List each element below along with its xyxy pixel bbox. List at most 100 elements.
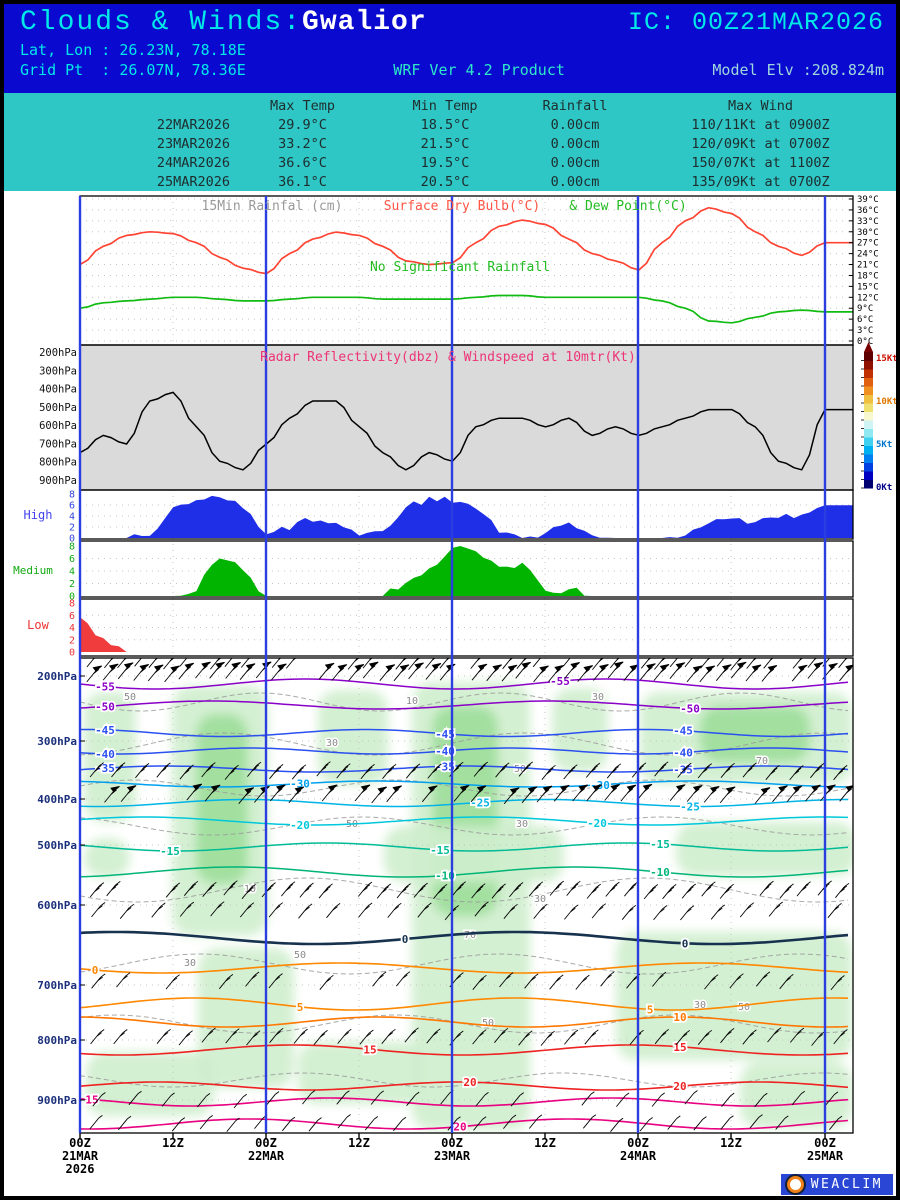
table-cell: Max Temp: [269, 97, 336, 114]
svg-text:12Z: 12Z: [720, 1136, 742, 1150]
svg-text:-40: -40: [673, 746, 693, 759]
weaclim-logo-icon: [786, 1176, 804, 1193]
svg-text:20: 20: [453, 1121, 466, 1134]
table-cell: 25MAR2026: [156, 173, 230, 190]
page-title: Clouds & Winds:Gwalior: [20, 7, 427, 38]
svg-text:6: 6: [69, 611, 75, 622]
svg-text:00Z: 00Z: [814, 1136, 836, 1150]
weaclim-logo-text: WEACLIM: [810, 1177, 883, 1192]
svg-text:400hPa: 400hPa: [37, 793, 77, 806]
svg-text:0°C: 0°C: [857, 337, 873, 347]
initial-condition: IC: 00Z21MAR2026: [627, 8, 884, 37]
temperature-contours: [80, 678, 849, 1130]
svg-text:2: 2: [69, 635, 75, 646]
svg-text:50: 50: [124, 692, 136, 703]
axis-labels: 39°C36°C33°C30°C27°C24°C21°C18°C15°C12°C…: [13, 195, 898, 1176]
svg-text:8: 8: [69, 599, 75, 610]
svg-text:36°C: 36°C: [857, 206, 879, 216]
svg-text:-10: -10: [650, 866, 670, 879]
svg-text:0: 0: [69, 648, 75, 659]
svg-text:0: 0: [402, 933, 409, 946]
svg-text:Radar Reflectivity(dbz) & Wind: Radar Reflectivity(dbz) & Windspeed at 1…: [260, 350, 636, 365]
svg-text:-55: -55: [95, 681, 115, 694]
table-header-row: Max Temp Min Temp Rainfall Max Wind: [4, 96, 896, 115]
svg-text:6: 6: [69, 501, 75, 512]
svg-text:5: 5: [647, 1003, 654, 1016]
panel-frame: [79, 598, 854, 657]
svg-text:50: 50: [294, 950, 306, 961]
model-elevation: Model Elv :208.824m: [712, 61, 884, 80]
svg-text:3°C: 3°C: [857, 326, 873, 336]
svg-text:600hPa: 600hPa: [39, 420, 77, 432]
table-cell: 21.5°C: [420, 135, 470, 152]
table-cell: Min Temp: [412, 97, 478, 114]
svg-text:23MAR: 23MAR: [434, 1149, 471, 1163]
table-cell: 0.00cm: [550, 154, 600, 171]
svg-text:15: 15: [85, 1094, 98, 1107]
svg-text:500hPa: 500hPa: [39, 402, 77, 414]
svg-text:20: 20: [463, 1076, 476, 1089]
svg-text:-45: -45: [95, 724, 115, 737]
table-cell: 36.6°C: [278, 154, 327, 171]
svg-text:0: 0: [69, 534, 75, 545]
table-row: 24MAR2026 36.6°C 19.5°C 0.00cm 150/07Kt at 1…: [4, 153, 896, 172]
product-name: WRF Ver 4.2 Product: [393, 61, 565, 80]
header: Clouds & Winds:Gwalior IC: 00Z21MAR2026 …: [4, 4, 896, 93]
table-cell: 19.5°C: [420, 154, 470, 171]
svg-text:900hPa: 900hPa: [39, 475, 77, 487]
table-cell: 20.5°C: [420, 173, 470, 190]
table-cell: 120/09Kt at 0700Z: [691, 135, 830, 152]
svg-text:50: 50: [482, 1018, 494, 1029]
table-cell: 0.00cm: [550, 173, 600, 190]
svg-text:10: 10: [673, 1011, 686, 1024]
svg-text:-50: -50: [95, 700, 115, 713]
station-name: Gwalior: [302, 7, 427, 38]
header-title-row: Clouds & Winds:Gwalior IC: 00Z21MAR2026: [20, 7, 884, 38]
svg-text:-15: -15: [430, 844, 450, 857]
table-row: 25MAR2026 36.1°C 20.5°C 0.00cm 135/09Kt at 0…: [4, 172, 896, 191]
svg-text:500hPa: 500hPa: [37, 839, 77, 852]
svg-text:30: 30: [516, 819, 528, 830]
svg-text:8: 8: [69, 490, 75, 501]
svg-text:-20: -20: [587, 817, 607, 830]
table-row: 22MAR2026 29.9°C 18.5°C 0.00cm 110/11Kt at 0…: [4, 115, 896, 134]
svg-text:15: 15: [673, 1041, 686, 1054]
svg-text:15Min Rainfal (cm): 15Min Rainfal (cm): [202, 199, 343, 214]
svg-text:200hPa: 200hPa: [39, 347, 77, 359]
svg-text:30: 30: [534, 894, 546, 905]
svg-text:24°C: 24°C: [857, 250, 879, 260]
svg-text:12°C: 12°C: [857, 293, 879, 303]
svg-text:6: 6: [69, 554, 75, 565]
svg-text:12Z: 12Z: [162, 1136, 184, 1150]
svg-text:30°C: 30°C: [857, 228, 879, 238]
svg-text:2: 2: [69, 579, 75, 590]
svg-text:-15: -15: [650, 838, 670, 851]
svg-text:00Z: 00Z: [255, 1136, 277, 1150]
svg-text:-25: -25: [470, 796, 490, 809]
dotted-grid: [80, 196, 853, 1133]
svg-text:8: 8: [69, 542, 75, 553]
svg-text:21MAR: 21MAR: [62, 1149, 99, 1163]
svg-text:0: 0: [69, 592, 75, 603]
svg-text:-35: -35: [673, 763, 693, 776]
header-meta-row: Grid Pt : 26.07N, 78.36E WRF Ver 4.2 Pro…: [20, 61, 884, 79]
svg-text:400hPa: 400hPa: [39, 384, 77, 396]
svg-text:00Z: 00Z: [69, 1136, 91, 1150]
table-cell: 29.9°C: [278, 116, 327, 133]
svg-text:700hPa: 700hPa: [39, 438, 77, 450]
svg-text:24MAR: 24MAR: [620, 1149, 657, 1163]
svg-text:50: 50: [514, 764, 526, 775]
dry-bulb-line: [79, 206, 853, 275]
svg-text:-40: -40: [95, 748, 115, 761]
svg-text:4: 4: [69, 623, 75, 634]
svg-text:High: High: [24, 508, 53, 522]
svg-text:21°C: 21°C: [857, 261, 879, 271]
table-cell: 150/07Kt at 1100Z: [691, 154, 830, 171]
svg-text:0: 0: [92, 964, 99, 977]
table-cell: 24MAR2026: [156, 154, 230, 171]
svg-text:12Z: 12Z: [534, 1136, 556, 1150]
svg-text:-25: -25: [680, 800, 700, 813]
medium-cloud-area: [80, 546, 853, 596]
table-cell: 135/09Kt at 0700Z: [691, 173, 830, 190]
svg-text:300hPa: 300hPa: [37, 735, 77, 748]
